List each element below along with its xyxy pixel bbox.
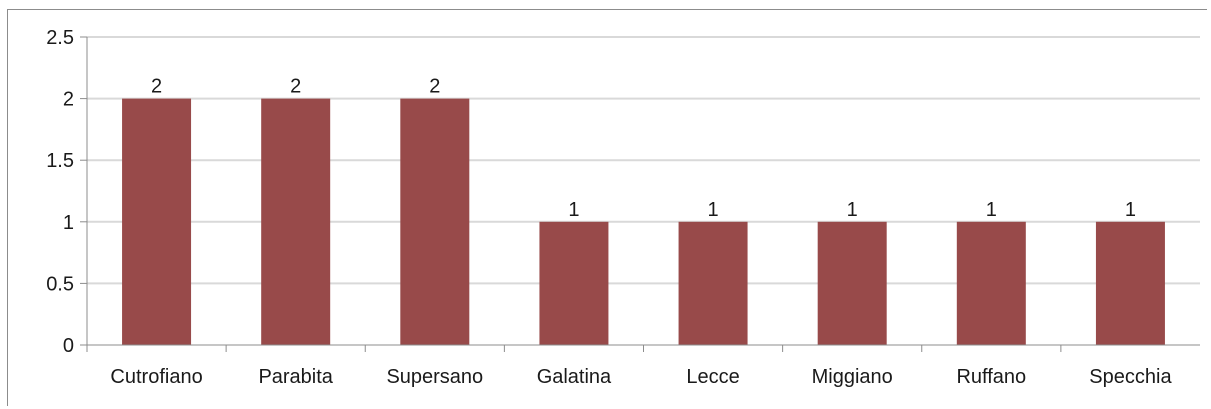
x-tick-label: Miggiano (812, 366, 893, 388)
data-label: 1 (847, 199, 858, 221)
x-tick-label: Supersano (386, 366, 483, 388)
y-tick-label: 1 (63, 212, 74, 234)
x-tick-label: Cutrofiano (110, 366, 202, 388)
data-label: 2 (429, 76, 440, 98)
data-label: 2 (151, 76, 162, 98)
grid-lines (87, 36, 1200, 285)
bars (122, 98, 1165, 345)
y-tick-label: 2 (63, 89, 74, 111)
bar-miggiano (817, 221, 887, 345)
bar-specchia (1095, 221, 1165, 345)
y-tick-label: 0 (63, 335, 74, 357)
bar-cutrofiano (122, 98, 192, 345)
y-tick-label: 0.5 (46, 273, 74, 295)
labels: 0 0.5 1 1.5 2 2.5 2 Cutrofiano 2 Parabita 2 Supersa… (46, 27, 1172, 388)
x-tick-label: Ruffano (956, 366, 1026, 388)
axes (80, 36, 1200, 352)
data-label: 1 (1125, 199, 1136, 221)
x-tick-label: Lecce (686, 366, 739, 388)
bar-ruffano (956, 221, 1026, 345)
bar-parabita (261, 98, 331, 345)
x-tick-label: Parabita (258, 366, 333, 388)
y-tick-label: 1.5 (46, 150, 74, 172)
y-tick-label: 2.5 (46, 27, 74, 49)
bar-galatina (539, 221, 609, 345)
data-label: 2 (290, 76, 301, 98)
data-label: 1 (568, 199, 579, 221)
bar-lecce (678, 221, 748, 345)
x-tick-label: Specchia (1089, 366, 1172, 388)
data-label: 1 (986, 199, 997, 221)
x-tick-label: Galatina (537, 366, 612, 388)
bar-supersano (400, 98, 470, 345)
data-label: 1 (708, 199, 719, 221)
